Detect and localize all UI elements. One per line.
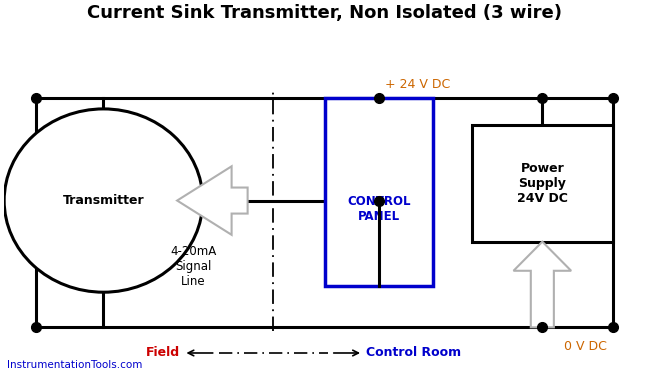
Text: InstrumentationTools.com: InstrumentationTools.com [7,360,143,370]
Text: Control Room: Control Room [366,347,461,359]
Text: + 24 V DC: + 24 V DC [386,77,450,91]
Text: 4-20mA
Signal
Line: 4-20mA Signal Line [170,245,216,288]
Text: Transmitter: Transmitter [63,194,144,207]
Text: CONTROL
PANEL: CONTROL PANEL [347,195,411,223]
Polygon shape [513,242,571,327]
Title: Current Sink Transmitter, Non Isolated (3 wire): Current Sink Transmitter, Non Isolated (… [87,4,562,22]
Text: Power
Supply
24V DC: Power Supply 24V DC [517,162,568,205]
Ellipse shape [4,109,202,292]
Bar [472,125,613,242]
Text: 0 V DC: 0 V DC [563,340,606,353]
Bar [324,98,434,286]
Text: Field: Field [146,347,180,359]
Polygon shape [177,166,248,235]
